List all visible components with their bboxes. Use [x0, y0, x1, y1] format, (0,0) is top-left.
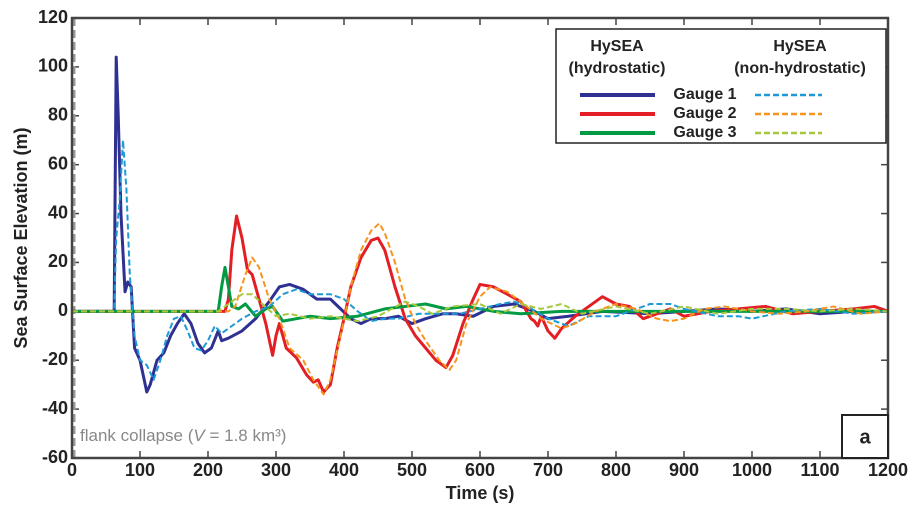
y-tick-label: 20: [48, 251, 68, 271]
x-tick-label: 900: [669, 460, 699, 480]
y-tick-label: -60: [42, 447, 68, 467]
y-tick-label: 60: [48, 153, 68, 173]
legend-box: [555, 28, 887, 144]
x-tick-label: 1100: [800, 460, 839, 480]
panel-label: a: [859, 426, 871, 448]
y-tick-label: -40: [42, 398, 68, 418]
x-tick-label: 600: [465, 460, 495, 480]
series-line: [72, 293, 889, 323]
legend-header: (non-hydrostatic): [734, 60, 866, 77]
legend-header: HySEA: [773, 38, 827, 55]
y-tick-label: 120: [38, 7, 68, 27]
series-line: [72, 222, 889, 396]
x-tick-label: 100: [125, 460, 155, 480]
x-tick-label: 800: [601, 460, 631, 480]
x-tick-label: 500: [397, 460, 427, 480]
y-tick-label: -20: [42, 349, 68, 369]
x-tick-label: 400: [329, 460, 359, 480]
legend-header: HySEA: [590, 38, 644, 55]
x-tick-label: 200: [193, 460, 223, 480]
plot-frame: [70, 16, 890, 460]
y-tick-label: 100: [38, 56, 68, 76]
y-tick-label: 0: [58, 300, 68, 320]
x-tick-label: 0: [67, 460, 77, 480]
y-tick-label: 40: [48, 202, 68, 222]
panel-label-box: [841, 414, 889, 459]
series-line: [72, 214, 889, 394]
annotation-part: flank collapse (: [80, 426, 194, 445]
legend-header: (hydrostatic): [569, 60, 666, 77]
series-line: [72, 139, 889, 381]
x-axis-title: Time (s): [446, 483, 515, 503]
series-line: [72, 265, 888, 323]
legend-label: Gauge 1: [673, 86, 736, 103]
x-tick-label: 1200: [868, 460, 908, 480]
series-line: [72, 55, 888, 394]
annotation-part: V: [193, 426, 206, 445]
x-tick-label: 700: [533, 460, 563, 480]
legend-label: Gauge 3: [673, 124, 736, 141]
annotation-part: = 1.8 km³): [205, 426, 287, 445]
y-axis-title: Sea Surface Elevation (m): [11, 127, 31, 348]
x-tick-label: 1000: [732, 460, 772, 480]
legend-label: Gauge 2: [673, 105, 736, 122]
y-tick-label: 80: [48, 105, 68, 125]
annotation: flank collapse (V = 1.8 km³): [80, 426, 286, 445]
x-tick-label: 300: [261, 460, 291, 480]
